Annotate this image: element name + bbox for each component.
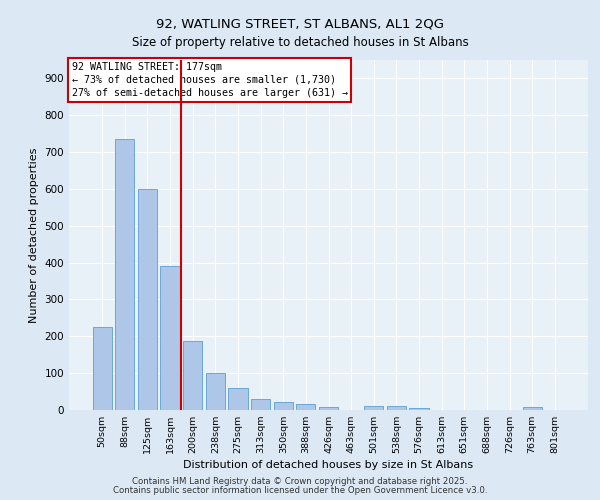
Bar: [319, 407, 338, 410]
Bar: [115, 139, 134, 410]
Bar: [364, 406, 383, 410]
Bar: [274, 402, 293, 410]
Text: Contains public sector information licensed under the Open Government Licence v3: Contains public sector information licen…: [113, 486, 487, 495]
Bar: [229, 388, 248, 410]
Text: Size of property relative to detached houses in St Albans: Size of property relative to detached ho…: [131, 36, 469, 49]
X-axis label: Distribution of detached houses by size in St Albans: Distribution of detached houses by size …: [184, 460, 473, 470]
Bar: [387, 406, 406, 410]
Bar: [138, 189, 157, 410]
Text: 92, WATLING STREET, ST ALBANS, AL1 2QG: 92, WATLING STREET, ST ALBANS, AL1 2QG: [156, 18, 444, 30]
Text: 92 WATLING STREET: 177sqm
← 73% of detached houses are smaller (1,730)
27% of se: 92 WATLING STREET: 177sqm ← 73% of detac…: [71, 62, 347, 98]
Bar: [296, 404, 316, 410]
Bar: [206, 373, 225, 410]
Bar: [251, 399, 270, 410]
Bar: [523, 407, 542, 410]
Text: Contains HM Land Registry data © Crown copyright and database right 2025.: Contains HM Land Registry data © Crown c…: [132, 477, 468, 486]
Bar: [409, 408, 428, 410]
Y-axis label: Number of detached properties: Number of detached properties: [29, 148, 39, 322]
Bar: [183, 340, 202, 410]
Bar: [160, 266, 180, 410]
Bar: [92, 327, 112, 410]
